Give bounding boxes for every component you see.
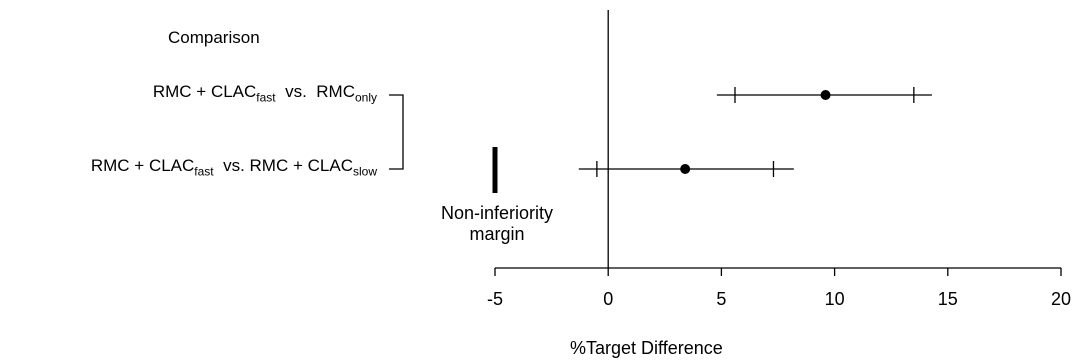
annotation-line-2: margin bbox=[469, 224, 525, 244]
row-label-text: RMC + CLAC bbox=[152, 82, 257, 101]
plot-marks bbox=[389, 87, 932, 193]
row-label-text: vs. RMC bbox=[275, 82, 355, 101]
row-label: RMC + CLACfast vs. RMConly bbox=[153, 82, 377, 104]
comparison-bracket bbox=[389, 94, 404, 170]
row-label-subscript: slow bbox=[352, 164, 377, 179]
row-label-text: RMC + CLAC bbox=[90, 156, 195, 175]
x-tick-label: 10 bbox=[825, 289, 845, 309]
x-tick-label: 5 bbox=[716, 289, 726, 309]
x-tick-label: -5 bbox=[487, 289, 503, 309]
point-estimate bbox=[820, 90, 831, 100]
row-label-text: vs. RMC + CLAC bbox=[213, 156, 353, 175]
row-label-subscript: fast bbox=[194, 164, 214, 179]
point-estimate bbox=[680, 164, 691, 174]
row-label-subscript: only bbox=[354, 90, 377, 105]
x-tick-label: 15 bbox=[938, 289, 958, 309]
non-inferiority-annotation: Non-inferiority margin bbox=[422, 203, 572, 245]
axes: -5 0 5 10 15 20 bbox=[487, 10, 1071, 309]
annotation-line-1: Non-inferiority bbox=[440, 203, 554, 223]
x-tick-label: 20 bbox=[1051, 289, 1071, 309]
x-axis-label: %Target Difference bbox=[570, 338, 723, 358]
x-tick-label: 0 bbox=[603, 289, 613, 309]
row-label: RMC + CLACfast vs. RMC + CLACslow bbox=[91, 156, 377, 178]
column-header: Comparison bbox=[168, 28, 260, 47]
row-label-subscript: fast bbox=[256, 90, 276, 105]
